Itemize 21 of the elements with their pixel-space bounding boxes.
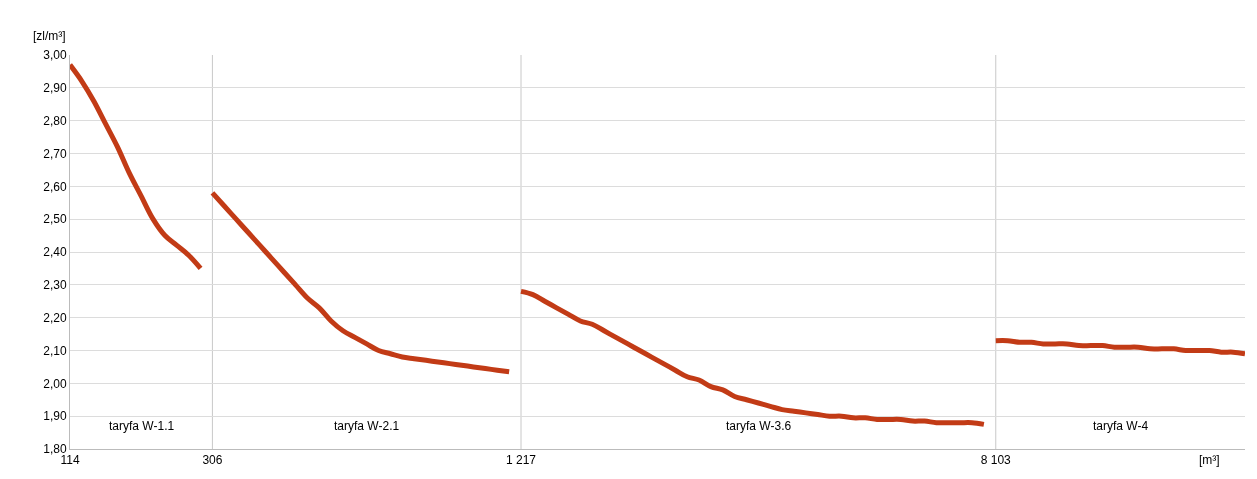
annotation: taryfa W-1.1 (109, 419, 175, 433)
x-tick-label: 306 (202, 453, 223, 468)
y-tick-label: 1,90 (43, 409, 67, 424)
y-axis-title: [zl/m³] (33, 29, 66, 43)
y-tick-label: 2,60 (43, 179, 67, 194)
y-tick-label: 2,40 (43, 245, 67, 260)
annotation: taryfa W-4 (1093, 419, 1149, 433)
y-tick-label: 2,00 (43, 376, 67, 391)
y-tick-label: 2,10 (43, 343, 67, 358)
x-tick-label: 1 217 (505, 453, 537, 468)
y-tick-label: 2,30 (43, 278, 67, 293)
x-tick-label: 8 103 (980, 453, 1012, 468)
annotation: taryfa W-3.6 (726, 419, 792, 433)
x-axis-title: [m³] (1199, 453, 1220, 467)
y-tick-label: 3,00 (43, 48, 67, 63)
annotation: taryfa W-2.1 (334, 419, 400, 433)
y-tick-label: 2,70 (43, 146, 67, 161)
y-tick-label: 2,20 (43, 310, 67, 325)
y-tick-label: 2,50 (43, 212, 67, 227)
y-tick-label: 2,80 (43, 113, 67, 128)
y-tick-label: 2,90 (43, 81, 67, 96)
